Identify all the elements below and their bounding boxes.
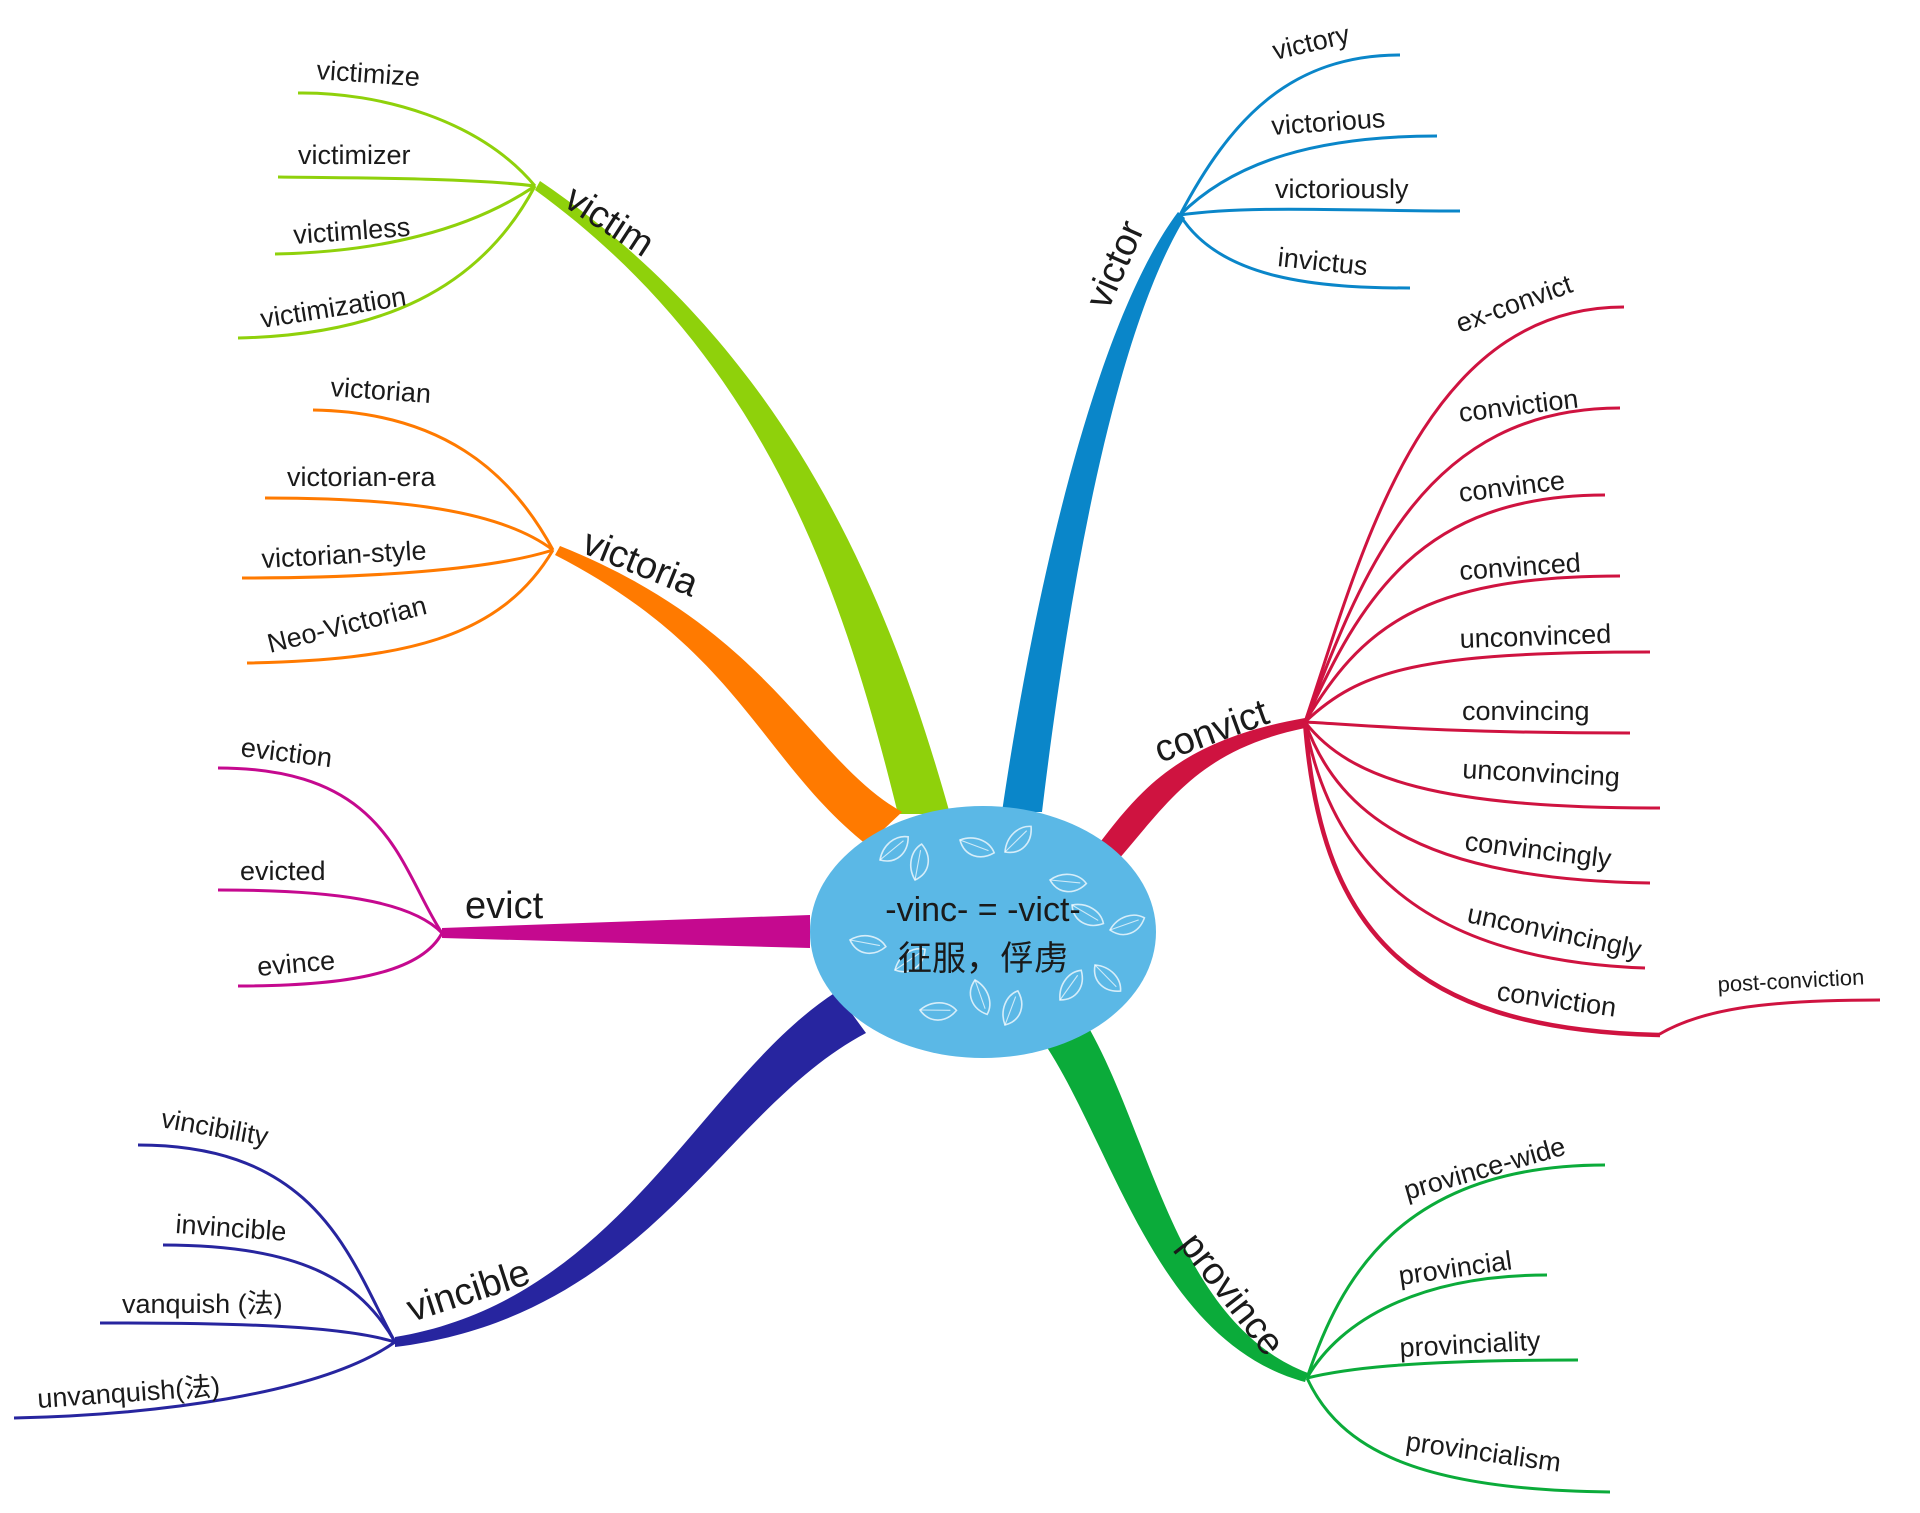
branch-convict: convict ex-convict conviction convince c… (1098, 269, 1881, 1038)
branch-convict-leaf-line (1303, 650, 1651, 724)
branch-convict-leaf-line (1302, 721, 1661, 1038)
leaf-label: victimization (258, 281, 408, 334)
branch-evict-leaf-line (217, 766, 444, 934)
leaf-label: convinced (1458, 548, 1581, 586)
branch-convict-leaf-line (1303, 305, 1625, 723)
branch-victoria: victoria victorian victorian-era victori… (241, 372, 902, 845)
branch-evict: evict eviction evicted evince (217, 732, 810, 988)
leaf-label: unvanquish(法) (36, 1371, 221, 1414)
branch-convict-leaf-line (1303, 721, 1661, 810)
branch-province-leaf-line (1305, 1273, 1548, 1379)
leaf-label: victorian-style (261, 535, 427, 574)
branch-victoria-leaf-line (312, 408, 555, 551)
branch-victim-leaf-line (277, 175, 536, 188)
leaf-label: provinciality (1399, 1326, 1542, 1363)
branch-evict-leaf-line (217, 888, 444, 935)
branch-province-leaf-line (1305, 1377, 1611, 1494)
branch-vincible-leaf-line (162, 1243, 397, 1343)
branch-victim-connector (535, 181, 950, 814)
leaf-label: victimizer (298, 140, 411, 170)
leaf-label: evicted (240, 856, 326, 886)
branch-convict-leaf-line (1303, 406, 1621, 723)
leaf-label: victoriously (1275, 174, 1409, 204)
subleaf-label: post-conviction (1717, 964, 1865, 997)
leaf-label: convincing (1462, 696, 1590, 726)
leaf-label: unconvinced (1459, 619, 1612, 654)
leaf-label: victimize (316, 55, 421, 92)
branch-province-connector (1035, 1010, 1308, 1382)
leaf-label: evince (256, 945, 336, 982)
branch-victor-leaf-line (1178, 134, 1438, 217)
center-subtitle: 征服，俘虏 (898, 939, 1068, 979)
branch-victoria-connector (555, 546, 902, 845)
branch-victor-leaf-line (1179, 207, 1461, 217)
leaf-label: victorian-era (287, 462, 437, 492)
leaf-label: victorian (330, 372, 432, 409)
branch-convict-leaf-line (1303, 574, 1621, 723)
branch-evict-leaf-line (237, 932, 444, 988)
branch-victim-leaf-line (297, 91, 537, 187)
center-node: -vinc- = -vict- 征服，俘虏 (810, 806, 1156, 1058)
branch-vincible-leaf-line (137, 1143, 397, 1343)
leaf-label: convince (1457, 465, 1566, 508)
branch-vincible-leaf-line (99, 1321, 396, 1344)
branch-vincible: vincible vincibility invincible vanquish… (13, 992, 866, 1420)
branch-convict-leaf-line (1303, 721, 1651, 885)
branch-victor-leaf-line (1178, 53, 1401, 216)
branch-province: province province-wide provincial provin… (1035, 1010, 1611, 1494)
leaf-label: vincibility (159, 1103, 271, 1151)
branch-victor-connector (1002, 212, 1185, 812)
branch-vincible-leaf-line (13, 1340, 396, 1420)
branch-convict-leaf-line (1303, 721, 1646, 970)
branch-label-evict: evict (465, 885, 544, 927)
leaf-label: victorious (1270, 103, 1386, 141)
leaf-label: unconvincing (1462, 754, 1621, 792)
branch-victor: victor victory victorious victoriously i… (1002, 19, 1461, 812)
center-title: -vinc- = -vict- (885, 891, 1081, 929)
leaf-label: conviction (1457, 384, 1580, 428)
leaf-label: victory (1270, 19, 1353, 66)
branch-convict-leaf-line (1304, 720, 1631, 735)
branch-victim-leaf-line (274, 184, 536, 256)
leaf-label: invictus (1276, 242, 1369, 281)
branch-victim-leaf-line (237, 185, 537, 340)
leaf-label: vanquish (法) (122, 1289, 283, 1319)
branch-victoria-leaf-line (264, 496, 554, 552)
branch-province-leaf-line (1306, 1358, 1579, 1380)
branch-convict-subleaf-line (1657, 998, 1881, 1037)
branch-province-leaf-line (1305, 1163, 1606, 1379)
branch-label-victim: victim (557, 177, 661, 265)
branch-vincible-connector (395, 992, 866, 1347)
branch-victoria-leaf-line (241, 548, 554, 580)
branch-victoria-leaf-line (246, 549, 555, 665)
leaf-label: invincible (175, 1209, 288, 1247)
branch-convict-connector (1098, 718, 1305, 860)
branch-convict-leaf-line (1303, 493, 1606, 723)
branch-victor-leaf-line (1178, 214, 1411, 290)
leaf-label: victimless (292, 212, 411, 250)
leaf-label: unconvincingly (1465, 899, 1645, 965)
leaf-label: ex-convict (1452, 269, 1577, 339)
branch-evict-connector (442, 915, 810, 948)
leaf-label: eviction (239, 732, 334, 773)
branch-victim: victim victimize victimizer victimless v… (237, 55, 950, 814)
center-ellipse (810, 806, 1156, 1058)
